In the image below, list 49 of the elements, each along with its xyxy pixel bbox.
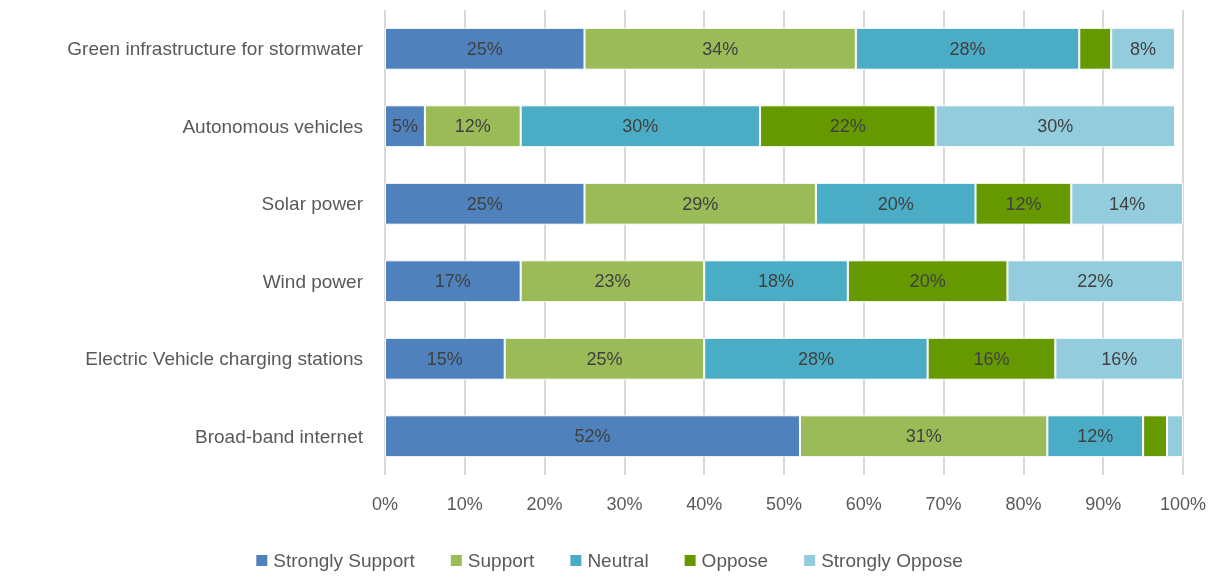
x-tick-label: 70%	[925, 494, 962, 514]
x-tick-label: 90%	[1085, 494, 1122, 514]
data-label: 28%	[797, 348, 834, 369]
data-label: 23%	[594, 271, 631, 292]
x-tick-label: 50%	[765, 494, 803, 514]
data-label: 8%	[1130, 38, 1157, 59]
data-label: 12%	[1077, 426, 1114, 447]
data-label: 14%	[1109, 193, 1146, 214]
data-label: 25%	[586, 348, 623, 369]
legend-label: Strongly Oppose	[821, 550, 963, 571]
data-label: 12%	[1005, 193, 1042, 214]
x-tick-label: 10%	[446, 494, 483, 514]
data-label: 18%	[758, 271, 795, 292]
x-tick-label: 30%	[606, 494, 643, 514]
y-tick-label: Wind power	[262, 270, 364, 292]
data-label: 34%	[702, 38, 739, 59]
data-label: 25%	[466, 193, 503, 214]
y-tick-label: Broad-band internet	[195, 425, 364, 447]
data-label: 15%	[426, 348, 463, 369]
legend-label: Strongly Support	[273, 550, 416, 571]
data-label: 16%	[1101, 348, 1138, 369]
x-tick-label: 60%	[845, 494, 882, 514]
data-label: 28%	[949, 38, 986, 59]
legend-label: Oppose	[701, 550, 769, 571]
data-label: 29%	[682, 193, 719, 214]
y-tick-label: Solar power	[261, 193, 364, 215]
y-tick-label: Green infrastructure for stormwater	[67, 38, 364, 60]
x-tick-label: 0%	[371, 494, 399, 514]
data-label: 31%	[905, 426, 942, 447]
data-label: 30%	[1037, 116, 1074, 137]
data-label: 22%	[1077, 271, 1114, 292]
data-label: 17%	[434, 271, 471, 292]
data-label: 12%	[454, 116, 491, 137]
data-label: 30%	[622, 116, 659, 137]
y-tick-label: Electric Vehicle charging stations	[85, 348, 363, 370]
data-label: 16%	[973, 348, 1010, 369]
x-tick-label: 40%	[686, 494, 723, 514]
legend-label: Neutral	[587, 550, 649, 571]
legend-label: Support	[467, 550, 536, 571]
data-label: 52%	[574, 426, 611, 447]
data-label: 5%	[391, 116, 418, 137]
data-label: 25%	[466, 38, 503, 59]
y-tick-label: Autonomous vehicles	[182, 115, 363, 137]
data-label: 20%	[909, 271, 946, 292]
x-tick-label: 20%	[526, 494, 563, 514]
x-tick-label: 100%	[1159, 494, 1207, 514]
data-label: 22%	[829, 116, 866, 137]
x-tick-label: 80%	[1005, 494, 1042, 514]
data-label: 20%	[877, 193, 914, 214]
